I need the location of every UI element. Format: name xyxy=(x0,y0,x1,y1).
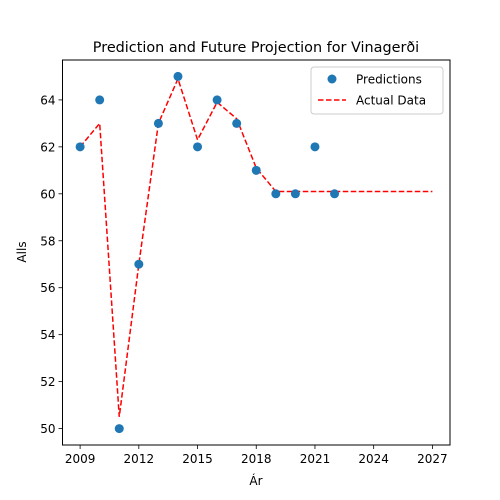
scatter-point xyxy=(154,119,163,128)
scatter-point xyxy=(134,260,143,269)
y-tick-label: 50 xyxy=(40,422,55,436)
plot-area xyxy=(76,72,433,433)
legend-marker-predictions xyxy=(328,75,337,84)
legend: Predictions Actual Data xyxy=(311,67,443,114)
scatter-point xyxy=(252,166,261,175)
x-axis-label: Ár xyxy=(249,473,262,488)
x-tick-label: 2021 xyxy=(300,452,331,466)
y-axis: 50 52 54 56 58 60 62 64 xyxy=(40,93,62,436)
scatter-point xyxy=(291,189,300,198)
series-line-actual-data xyxy=(80,79,432,417)
x-tick-label: 2009 xyxy=(65,452,96,466)
scatter-point xyxy=(310,142,319,151)
y-tick-label: 56 xyxy=(40,281,55,295)
scatter-point xyxy=(115,424,124,433)
scatter-point xyxy=(173,72,182,81)
y-tick-label: 58 xyxy=(40,234,55,248)
y-tick-label: 54 xyxy=(40,328,55,342)
x-tick-label: 2012 xyxy=(124,452,155,466)
y-tick-label: 52 xyxy=(40,375,55,389)
y-tick-label: 60 xyxy=(40,187,55,201)
x-tick-label: 2027 xyxy=(417,452,448,466)
x-tick-label: 2015 xyxy=(182,452,213,466)
legend-label-predictions: Predictions xyxy=(356,73,422,87)
legend-label-actual-data: Actual Data xyxy=(356,94,426,108)
scatter-point xyxy=(213,95,222,104)
scatter-point xyxy=(232,119,241,128)
scatter-point xyxy=(193,142,202,151)
y-tick-label: 64 xyxy=(40,93,55,107)
plot-frame xyxy=(63,60,451,445)
x-tick-label: 2024 xyxy=(358,452,389,466)
scatter-point xyxy=(95,95,104,104)
x-tick-label: 2018 xyxy=(241,452,272,466)
scatter-point xyxy=(330,189,339,198)
y-tick-label: 62 xyxy=(40,140,55,154)
x-axis: 2009 2012 2015 2018 2021 2024 2027 xyxy=(65,445,448,466)
y-axis-label: Alls xyxy=(15,241,29,262)
scatter-point xyxy=(76,142,85,151)
scatter-point xyxy=(271,189,280,198)
chart-title: Prediction and Future Projection for Vin… xyxy=(93,40,419,56)
